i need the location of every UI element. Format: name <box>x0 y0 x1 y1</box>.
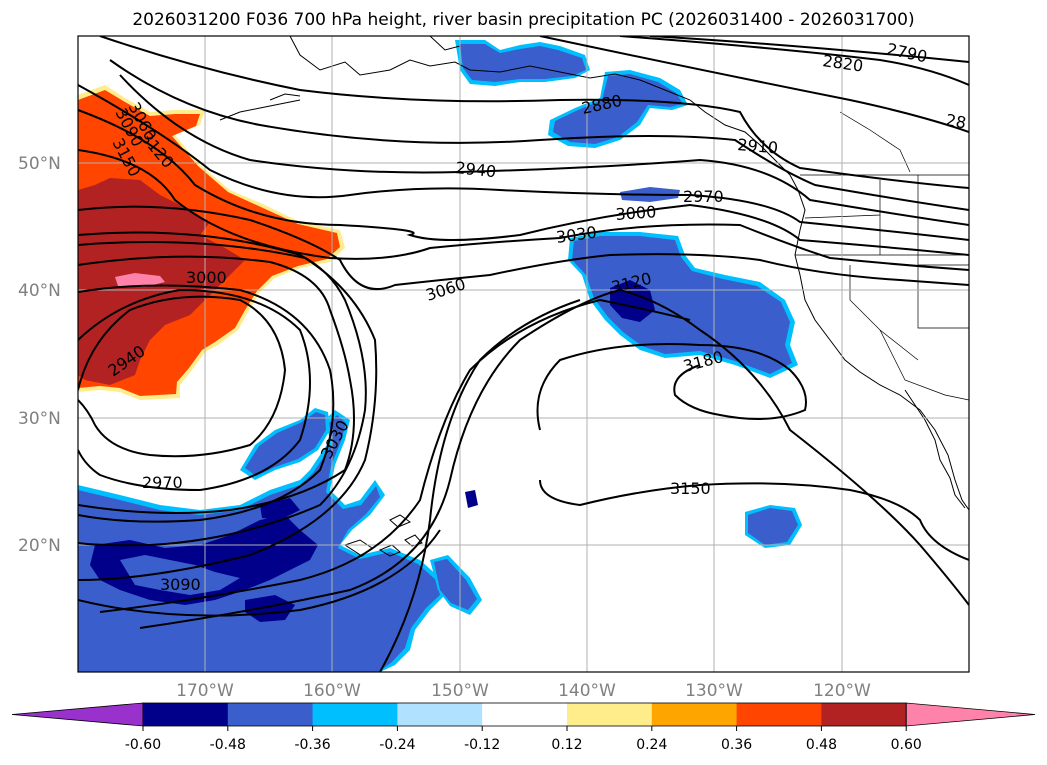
map-plot-area: 2790 2820 28 2880 2910 2940 2970 3000 30… <box>78 36 969 672</box>
colorbar-frame <box>142 702 907 727</box>
colorbar-tick-label: -0.60 <box>125 737 161 753</box>
lon-label: 120°W <box>813 681 871 701</box>
lat-label: 30°N <box>18 409 61 429</box>
contour-label: 3000 <box>186 268 227 287</box>
colorbar-segment <box>821 703 907 726</box>
colorbar: -0.60 -0.48 -0.36 -0.24 -0.12 0.12 0.24 0.36 0.4… <box>11 702 1036 753</box>
lon-label: 130°W <box>685 681 743 701</box>
alaska-coast <box>289 36 969 511</box>
colorbar-segment <box>736 703 822 726</box>
lon-label: 160°W <box>303 681 361 701</box>
lon-label: 170°W <box>176 681 234 701</box>
longitude-labels: 170°W 160°W 150°W 140°W 130°W 120°W <box>176 681 871 701</box>
lat-label: 50°N <box>18 154 61 174</box>
contour-label: 3000 <box>615 202 657 224</box>
colorbar-tick-label: -0.12 <box>464 737 500 753</box>
lat-label: 20°N <box>18 536 61 556</box>
colorbar-segment <box>651 703 738 726</box>
colorbar-tick-label: 0.60 <box>891 737 922 753</box>
colorbar-segment <box>143 703 229 726</box>
coastlines <box>219 36 969 557</box>
contour-label: 3150 <box>670 479 711 498</box>
map-frame <box>77 35 970 673</box>
contour-label: 2940 <box>455 158 497 181</box>
colorbar-segment <box>567 703 653 726</box>
colorbar-tick-label: 0.48 <box>806 737 837 753</box>
negative-anomaly-regions <box>78 40 802 672</box>
map-title: 2026031200 F036 700 hPa height, river ba… <box>132 10 915 30</box>
colorbar-tick-label: 0.24 <box>636 737 667 753</box>
colorbar-tick-label: 0.36 <box>721 737 752 753</box>
colorbar-segment <box>312 703 398 726</box>
lon-label: 140°W <box>558 681 616 701</box>
colorbar-tick-label: -0.36 <box>294 737 330 753</box>
latitude-labels: 50°N 40°N 30°N 20°N <box>18 154 61 556</box>
warm-fill-pink <box>115 273 165 287</box>
colorbar-segment <box>482 703 568 726</box>
contour-label: 2910 <box>737 135 779 157</box>
colorbar-tick-label: -0.24 <box>379 737 415 753</box>
contour-label: 2970 <box>683 187 724 206</box>
baja-coast <box>904 389 966 509</box>
contour-label: 3090 <box>160 575 201 594</box>
colorbar-tick-label: -0.48 <box>210 737 246 753</box>
colorbar-tick-label: 0.12 <box>551 737 582 753</box>
positive-anomaly-region <box>78 85 345 400</box>
lon-label: 150°W <box>431 681 489 701</box>
height-contours <box>78 36 969 672</box>
contour-label: 28 <box>944 110 967 132</box>
contour-label: 2970 <box>142 473 183 492</box>
colorbar-extend-right <box>905 702 1036 727</box>
lat-label: 40°N <box>18 281 61 301</box>
colorbar-segment <box>227 703 314 726</box>
colorbar-extend-left <box>11 702 144 727</box>
colorbar-segment <box>397 703 483 726</box>
